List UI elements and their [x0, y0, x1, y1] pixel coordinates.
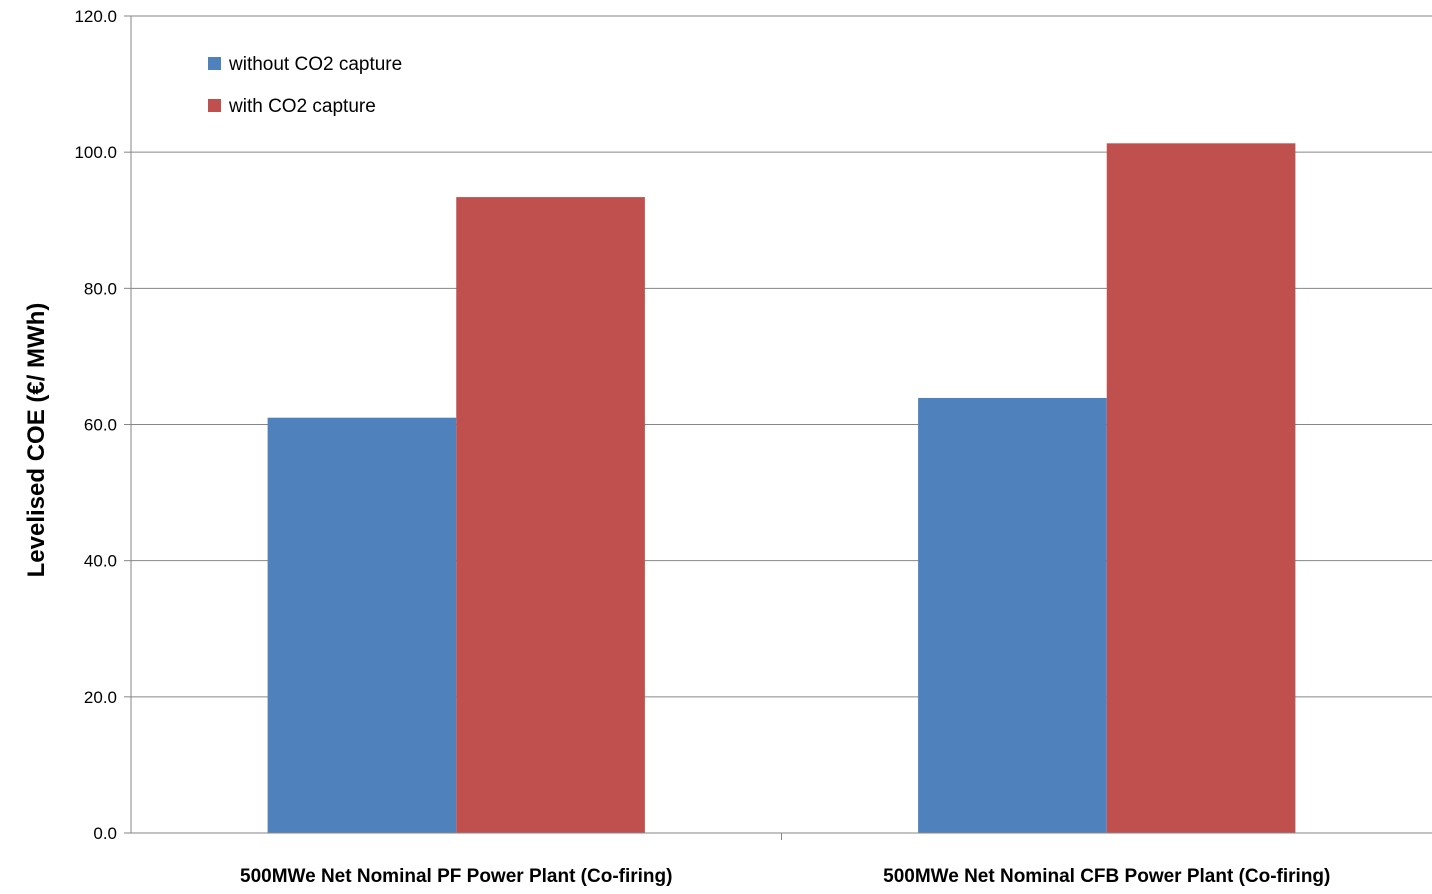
y-axis-title: Levelised COE (€/ MWh): [23, 303, 50, 578]
y-tick-label: 40.0: [84, 552, 117, 571]
y-tick-label: 20.0: [84, 688, 117, 707]
y-tick-label: 0.0: [93, 824, 117, 843]
legend-label: with CO2 capture: [228, 96, 376, 117]
y-tick-label: 100.0: [74, 143, 117, 162]
y-tick-label: 80.0: [84, 279, 117, 298]
legend: without CO2 capture with CO2 capture: [208, 54, 402, 117]
x-category-label: 500MWe Net Nominal CFB Power Plant (Co-f…: [883, 866, 1330, 887]
x-category-label: 500MWe Net Nominal PF Power Plant (Co-fi…: [240, 866, 672, 887]
bar-without-co2-capture-1: [918, 397, 1107, 833]
labels: 0.0 20.0 40.0 60.0 80.0 100.0 120.0 500MWe Net …: [74, 7, 1330, 887]
bars: [267, 143, 1296, 834]
legend-swatch: [208, 57, 221, 70]
y-tick-label: 60.0: [84, 416, 117, 435]
bar-with-co2-capture-0: [456, 197, 645, 833]
y-tick-label: 120.0: [74, 7, 117, 26]
legend-label: without CO2 capture: [228, 54, 402, 75]
axes: [124, 15, 1432, 840]
bar-without-co2-capture-0: [267, 417, 457, 833]
bar-with-co2-capture-1: [1106, 143, 1296, 834]
legend-swatch: [208, 99, 221, 112]
